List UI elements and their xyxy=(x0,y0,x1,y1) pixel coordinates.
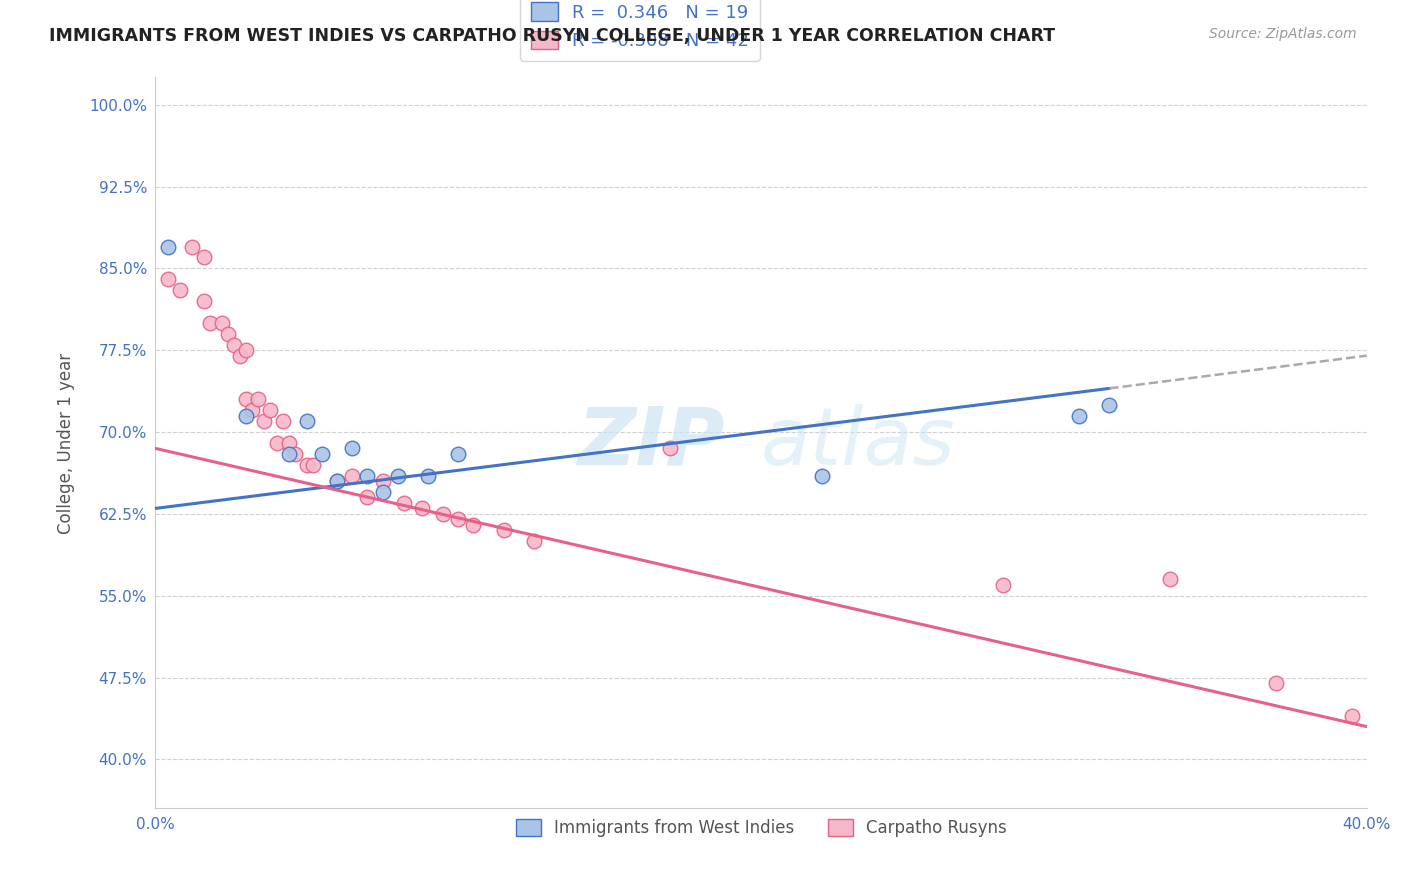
Point xyxy=(253,414,276,428)
Point xyxy=(217,326,239,341)
Point xyxy=(492,523,515,537)
Point xyxy=(447,512,470,526)
Point xyxy=(284,447,307,461)
Text: Source: ZipAtlas.com: Source: ZipAtlas.com xyxy=(1209,27,1357,41)
Point xyxy=(277,436,299,450)
Point xyxy=(810,468,832,483)
Point xyxy=(1265,676,1288,690)
Point xyxy=(156,239,179,253)
Point xyxy=(447,447,470,461)
Point xyxy=(311,447,333,461)
Point xyxy=(326,474,349,488)
Point xyxy=(463,517,485,532)
Y-axis label: College, Under 1 year: College, Under 1 year xyxy=(58,352,75,533)
Point xyxy=(247,392,270,407)
Point xyxy=(1067,409,1090,423)
Point xyxy=(432,507,454,521)
Point xyxy=(416,468,439,483)
Point xyxy=(211,316,233,330)
Point xyxy=(659,442,682,456)
Point xyxy=(235,343,257,358)
Point xyxy=(235,409,257,423)
Point xyxy=(193,294,215,309)
Point xyxy=(387,468,409,483)
Point xyxy=(1098,398,1121,412)
Legend: Immigrants from West Indies, Carpatho Rusyns: Immigrants from West Indies, Carpatho Ru… xyxy=(509,813,1014,844)
Point xyxy=(235,392,257,407)
Point xyxy=(277,447,299,461)
Point xyxy=(1159,572,1181,586)
Point xyxy=(180,239,202,253)
Point xyxy=(169,283,191,297)
Point xyxy=(193,251,215,265)
Point xyxy=(302,458,325,472)
Point xyxy=(356,468,378,483)
Point xyxy=(411,501,433,516)
Point xyxy=(295,458,318,472)
Point xyxy=(198,316,221,330)
Point xyxy=(271,414,294,428)
Point xyxy=(1340,708,1362,723)
Point xyxy=(342,468,364,483)
Text: atlas: atlas xyxy=(761,404,956,482)
Point xyxy=(224,337,246,351)
Point xyxy=(259,403,281,417)
Point xyxy=(993,578,1015,592)
Point xyxy=(523,534,546,549)
Point xyxy=(342,442,364,456)
Text: IMMIGRANTS FROM WEST INDIES VS CARPATHO RUSYN COLLEGE, UNDER 1 YEAR CORRELATION : IMMIGRANTS FROM WEST INDIES VS CARPATHO … xyxy=(49,27,1056,45)
Point xyxy=(266,436,288,450)
Point xyxy=(240,403,263,417)
Point xyxy=(326,474,349,488)
Text: ZIP: ZIP xyxy=(578,404,724,482)
Point xyxy=(156,272,179,286)
Point xyxy=(356,491,378,505)
Point xyxy=(295,414,318,428)
Point xyxy=(371,474,394,488)
Point xyxy=(371,485,394,500)
Point xyxy=(229,349,252,363)
Point xyxy=(392,496,415,510)
